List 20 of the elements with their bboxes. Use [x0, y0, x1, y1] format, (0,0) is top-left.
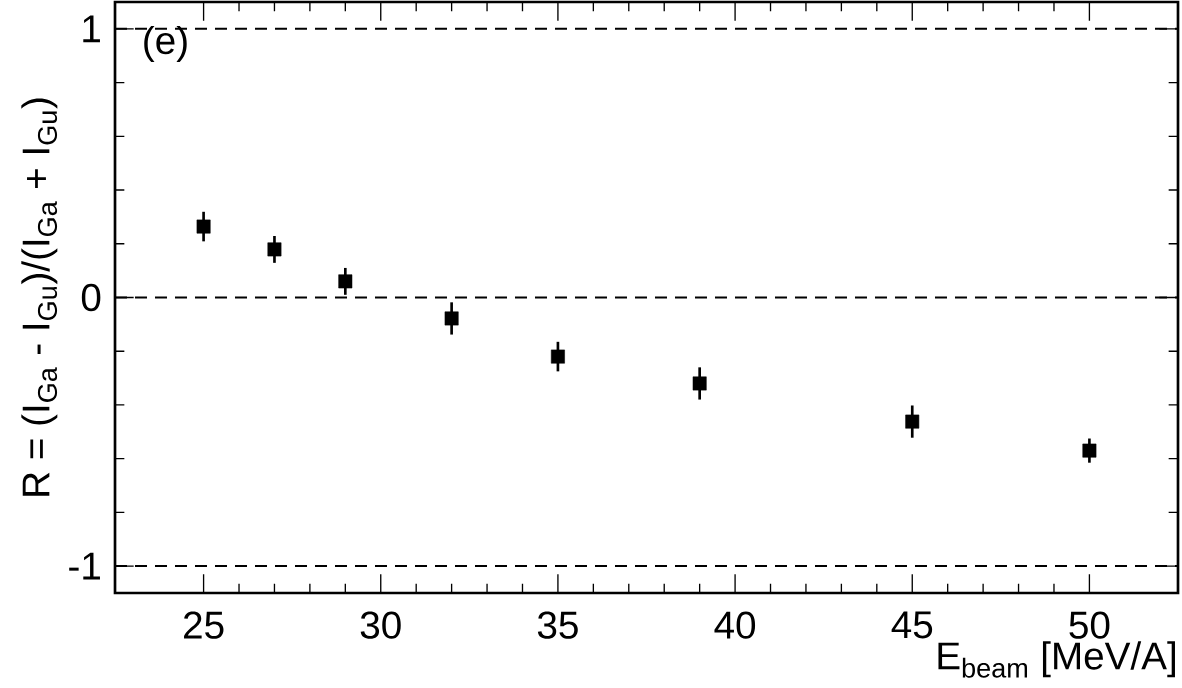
point	[692, 376, 707, 391]
x-tick-label: 25	[184, 611, 224, 639]
y-tick-label: 0	[81, 283, 101, 312]
text: R = (I$_{Ga}$ - I$_{Gu}$)/(I$_{Ga}$ + I$_{Gu}$)	[21, 98, 58, 496]
x-axis-title: E$_{beam}$ [MeV/A]	[938, 641, 1175, 678]
x-tick-label: 35	[537, 611, 578, 639]
y-tick-label: -1	[69, 552, 100, 580]
x-tick-label: 45	[891, 611, 933, 639]
y-tick-label: 1	[83, 15, 100, 43]
x-tick-label: 50	[1069, 611, 1110, 639]
point	[196, 219, 211, 234]
point	[550, 349, 565, 364]
x-tick-label: 30	[360, 611, 401, 639]
point	[444, 311, 459, 326]
annotation: (e)	[144, 25, 187, 62]
point	[905, 414, 920, 429]
point	[338, 274, 353, 289]
point	[1082, 443, 1097, 458]
point	[267, 242, 282, 257]
x-tick-label: 40	[714, 611, 756, 639]
